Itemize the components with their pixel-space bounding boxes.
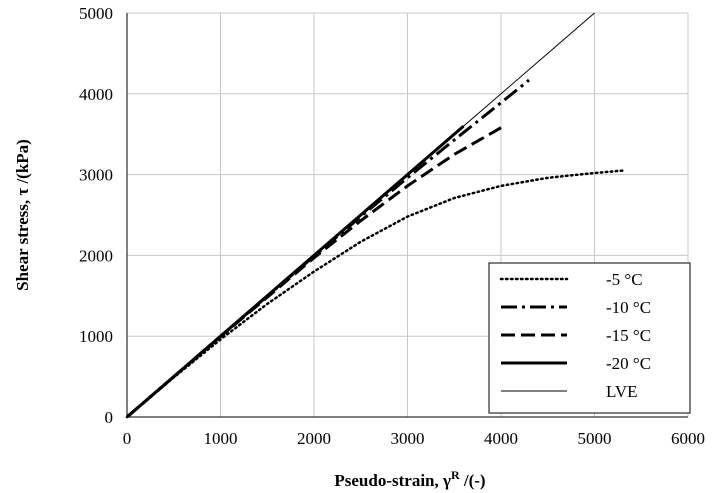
- axes: [126, 13, 688, 418]
- tick-labels: 0 1000 2000 3000 4000 5000 6000 0 1000 2000 3000 40…: [79, 4, 705, 448]
- legend-label-4: LVE: [606, 382, 638, 401]
- y-tick-label-3000: 3000: [79, 166, 113, 185]
- legend-box: [488, 262, 691, 414]
- x-tick-label-5000: 5000: [578, 429, 612, 448]
- y-tick-label-2000: 2000: [79, 246, 113, 265]
- legend: -5 °C -10 °C -15 °C -20 °C LVE: [488, 262, 691, 414]
- series-layer: [125, 12, 624, 419]
- series-line-0: [125, 169, 624, 419]
- series-line-4: [126, 12, 595, 418]
- x-axis-title-text: Pseudo-strain, γ: [334, 471, 451, 490]
- x-tick-label-6000: 6000: [671, 429, 705, 448]
- legend-label-3: -20 °C: [606, 354, 651, 373]
- legend-label-0: -5 °C: [606, 270, 643, 289]
- y-tick-label-0: 0: [105, 408, 114, 427]
- y-tick-label-4000: 4000: [79, 85, 113, 104]
- y-tick-label-5000: 5000: [79, 4, 113, 23]
- x-axis-title-superscript: R: [451, 468, 460, 482]
- x-axis-title: Pseudo-strain, γR /(-): [334, 468, 485, 490]
- y-axis-title: Shear stress, τ /(kPa): [13, 139, 32, 291]
- x-axis-title-suffix: /(-): [460, 471, 486, 490]
- x-tick-label-3000: 3000: [391, 429, 425, 448]
- x-tick-label-0: 0: [123, 429, 132, 448]
- x-tick-label-2000: 2000: [297, 429, 331, 448]
- legend-label-2: -15 °C: [606, 326, 651, 345]
- series-line-1: [126, 78, 530, 419]
- y-tick-label-1000: 1000: [79, 327, 113, 346]
- x-tick-label-1000: 1000: [204, 429, 238, 448]
- x-tick-label-4000: 4000: [484, 429, 518, 448]
- legend-label-1: -10 °C: [606, 298, 651, 317]
